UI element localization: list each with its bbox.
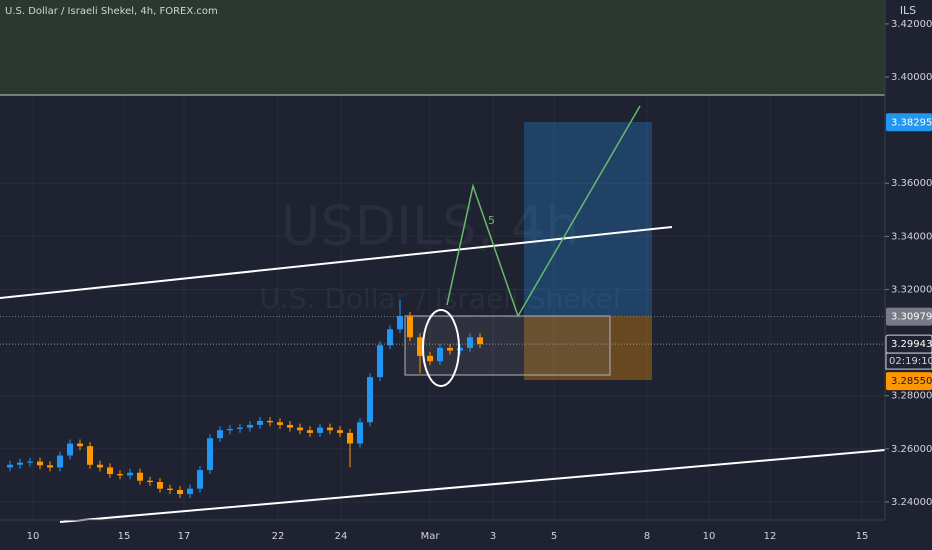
candle-body bbox=[177, 489, 183, 494]
supply-zone bbox=[0, 0, 885, 95]
candle-body bbox=[347, 432, 353, 444]
x-tick-label: 8 bbox=[644, 531, 650, 542]
price-label: 3.28550 bbox=[891, 376, 932, 387]
price-label-box bbox=[886, 113, 932, 132]
countdown: 02:19:10 bbox=[889, 356, 932, 367]
x-tick-label: 12 bbox=[764, 531, 777, 542]
watermark-symbol: USDILS, 4h bbox=[281, 195, 580, 258]
candle-body bbox=[457, 347, 463, 351]
long-target-zone bbox=[524, 122, 652, 316]
x-tick-label: 10 bbox=[27, 531, 40, 542]
candle-body bbox=[27, 461, 33, 463]
candle-body bbox=[227, 428, 233, 431]
currency-box bbox=[886, 0, 932, 22]
candle-body bbox=[37, 461, 43, 466]
symbol-header: U.S. Dollar / Israeli Shekel, 4h, FOREX.… bbox=[5, 6, 218, 17]
candle-body bbox=[387, 329, 393, 346]
candle-body bbox=[377, 345, 383, 378]
y-tick-label: 3.40000 bbox=[891, 72, 932, 83]
axes: 3.42000 3.40000 3.36000 3.34000 3.32000 3.280… bbox=[27, 19, 932, 542]
x-tick-label: 10 bbox=[703, 531, 716, 542]
y-tick-label: 3.28000 bbox=[891, 391, 932, 402]
highlight-ellipse bbox=[422, 309, 460, 387]
price-label-box bbox=[886, 372, 932, 391]
candle-body bbox=[237, 427, 243, 429]
range-box bbox=[404, 315, 611, 376]
candle-body bbox=[357, 422, 363, 444]
price-label: 3.29943 bbox=[891, 339, 932, 350]
candle-body bbox=[217, 430, 223, 439]
currency-label: ILS bbox=[900, 4, 916, 17]
candle-body bbox=[167, 488, 173, 490]
y-tick-label: 3.24000 bbox=[891, 497, 932, 508]
candle-body bbox=[297, 427, 303, 431]
candle-body bbox=[147, 480, 153, 483]
countdown-box bbox=[885, 352, 932, 370]
candle-body bbox=[77, 443, 83, 447]
price-label: 3.38295 bbox=[891, 117, 932, 128]
x-tick-label: Mar bbox=[421, 531, 441, 542]
candle-body bbox=[97, 464, 103, 468]
lower-trendline bbox=[59, 449, 886, 523]
candle-body bbox=[447, 347, 453, 351]
candle-body bbox=[337, 430, 343, 433]
candle-body bbox=[477, 337, 483, 345]
x-tick-label: 22 bbox=[272, 531, 285, 542]
candle-body bbox=[197, 470, 203, 489]
candle-body bbox=[367, 377, 373, 423]
wave-label: 5 bbox=[488, 214, 495, 227]
candle-body bbox=[117, 474, 123, 476]
candle-body bbox=[267, 420, 273, 423]
x-tick-label: 24 bbox=[335, 531, 348, 542]
x-tick-label: 15 bbox=[118, 531, 131, 542]
candle-body bbox=[287, 424, 293, 428]
candle-body bbox=[47, 465, 53, 468]
y-tick-label: 3.36000 bbox=[891, 178, 932, 189]
candle-body bbox=[17, 462, 23, 465]
y-tick-label: 3.34000 bbox=[891, 231, 932, 242]
candle-body bbox=[157, 482, 163, 489]
candle-body bbox=[107, 467, 113, 475]
candle-body bbox=[127, 472, 133, 476]
candle-body bbox=[327, 427, 333, 431]
candle-body bbox=[427, 355, 433, 362]
candle-body bbox=[407, 316, 413, 338]
y-tick-label: 3.26000 bbox=[891, 444, 932, 455]
x-tick-label: 3 bbox=[490, 531, 496, 542]
candle-body bbox=[307, 430, 313, 433]
candle-body bbox=[257, 420, 263, 425]
projection-path bbox=[446, 105, 641, 318]
price-label-box bbox=[886, 307, 932, 326]
candle-body bbox=[467, 337, 473, 348]
candle-body bbox=[317, 427, 323, 433]
candle-body bbox=[207, 438, 213, 471]
upper-trendline bbox=[0, 226, 673, 299]
candle-body bbox=[137, 472, 143, 481]
candle-body bbox=[67, 443, 73, 456]
candle-body bbox=[187, 488, 193, 494]
candle-body bbox=[417, 337, 423, 356]
x-tick-label: 15 bbox=[856, 531, 869, 542]
candle-body bbox=[7, 464, 13, 468]
x-tick-label: 5 bbox=[551, 531, 557, 542]
candle-body bbox=[277, 422, 283, 425]
candle-body bbox=[437, 347, 443, 362]
candle-body bbox=[57, 455, 63, 468]
candle-body bbox=[397, 316, 403, 330]
y-tick-label: 3.32000 bbox=[891, 284, 932, 295]
x-tick-label: 17 bbox=[178, 531, 191, 542]
y-tick-label: 3.42000 bbox=[891, 19, 932, 30]
candle-body bbox=[247, 424, 253, 428]
long-stop-zone bbox=[524, 316, 652, 380]
candles bbox=[0, 300, 885, 498]
price-label: 3.30979 bbox=[891, 312, 932, 323]
candle-body bbox=[87, 446, 93, 465]
